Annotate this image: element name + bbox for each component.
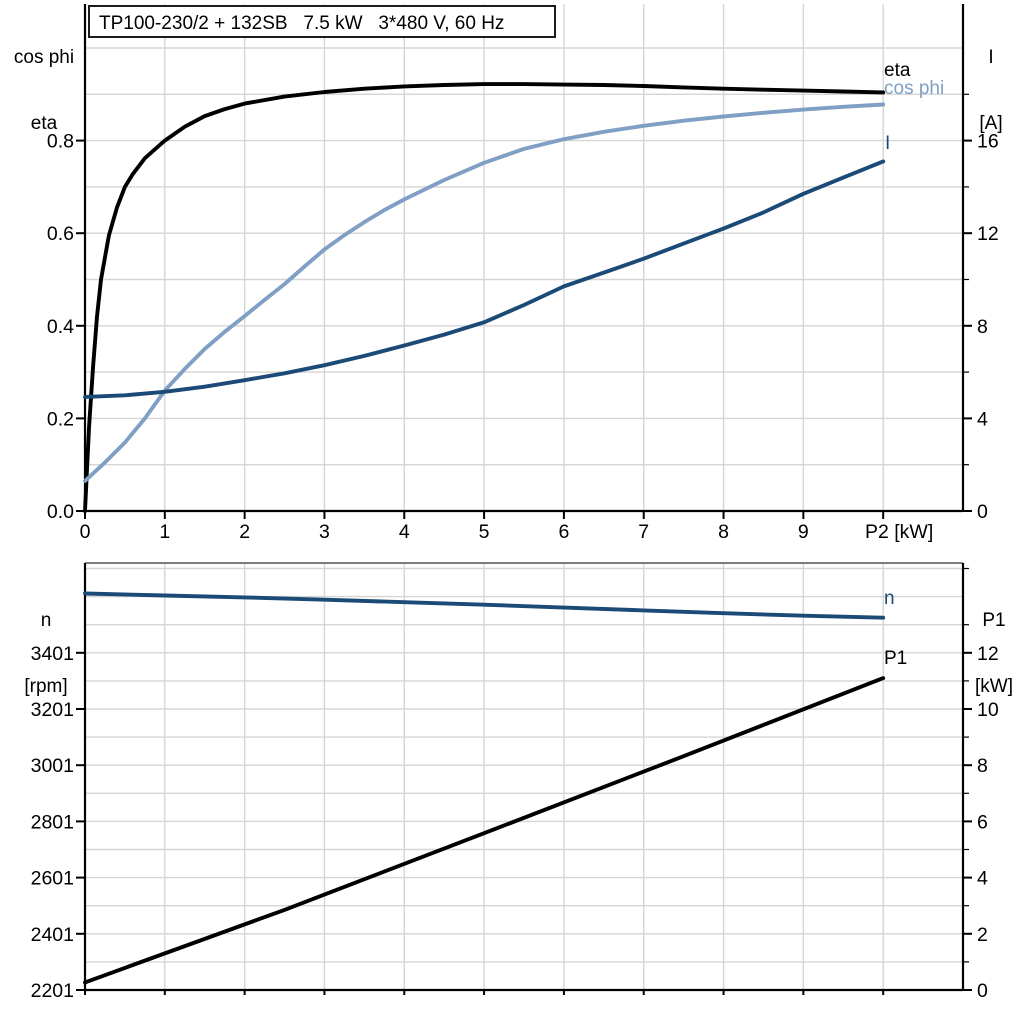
- svg-text:2601: 2601: [31, 868, 74, 890]
- svg-text:2201: 2201: [31, 980, 74, 1002]
- svg-text:P2 [kW]: P2 [kW]: [865, 521, 933, 543]
- svg-text:2401: 2401: [31, 924, 74, 946]
- axis-title-current-unit: [A]: [979, 113, 1003, 134]
- axis-title-p1-symbol: P1: [982, 610, 1006, 631]
- axis-title-p1: P1 [kW]: [965, 566, 1023, 742]
- svg-text:0.4: 0.4: [47, 316, 74, 338]
- svg-text:3201: 3201: [31, 699, 74, 721]
- svg-text:3001: 3001: [31, 755, 74, 777]
- svg-text:10: 10: [977, 699, 999, 721]
- svg-text:4: 4: [977, 868, 988, 890]
- p1-curve-label: P1: [884, 648, 908, 669]
- svg-text:0.8: 0.8: [47, 131, 74, 153]
- current-curve-label: I: [885, 133, 891, 154]
- svg-text:0: 0: [80, 521, 91, 543]
- axis-title-cosphi: cos phi: [13, 47, 75, 68]
- svg-text:8: 8: [977, 755, 988, 777]
- svg-text:9: 9: [798, 521, 809, 543]
- axis-title-cosphi-eta: cos phi eta: [4, 3, 84, 179]
- svg-text:8: 8: [718, 521, 729, 543]
- axis-title-speed-symbol: n: [40, 610, 52, 631]
- svg-text:0: 0: [977, 501, 988, 523]
- speed-curve-label: n: [884, 588, 895, 609]
- svg-text:0.2: 0.2: [47, 408, 74, 430]
- svg-text:4: 4: [977, 408, 988, 430]
- svg-text:0.6: 0.6: [47, 223, 74, 245]
- svg-text:0.0: 0.0: [47, 501, 74, 523]
- axis-title-speed-unit: [rpm]: [24, 676, 68, 697]
- svg-text:12: 12: [977, 223, 999, 245]
- svg-text:4: 4: [399, 521, 410, 543]
- axis-title-eta: eta: [30, 113, 58, 134]
- svg-text:12: 12: [977, 643, 999, 665]
- svg-text:0: 0: [977, 980, 988, 1002]
- axis-title-p1-unit: [kW]: [975, 676, 1013, 697]
- chart-title-box: TP100-230/2 + 132SB 7.5 kW 3*480 V, 60 H…: [88, 5, 556, 38]
- svg-text:3401: 3401: [31, 643, 74, 665]
- svg-text:2: 2: [239, 521, 250, 543]
- eta-curve-label: eta: [884, 60, 911, 81]
- svg-text:16: 16: [977, 131, 999, 153]
- svg-text:6: 6: [558, 521, 569, 543]
- svg-text:5: 5: [479, 521, 490, 543]
- svg-text:1: 1: [159, 521, 170, 543]
- svg-text:6: 6: [977, 811, 988, 833]
- svg-text:2: 2: [977, 924, 988, 946]
- axis-title-current: I [A]: [962, 3, 1020, 179]
- svg-text:2801: 2801: [31, 811, 74, 833]
- cosphi-curve-label: cos phi: [884, 78, 945, 99]
- svg-text:8: 8: [977, 316, 988, 338]
- axis-title-speed: n [rpm]: [10, 566, 82, 742]
- axis-title-current-symbol: I: [988, 47, 994, 68]
- svg-text:3: 3: [319, 521, 330, 543]
- svg-text:7: 7: [638, 521, 649, 543]
